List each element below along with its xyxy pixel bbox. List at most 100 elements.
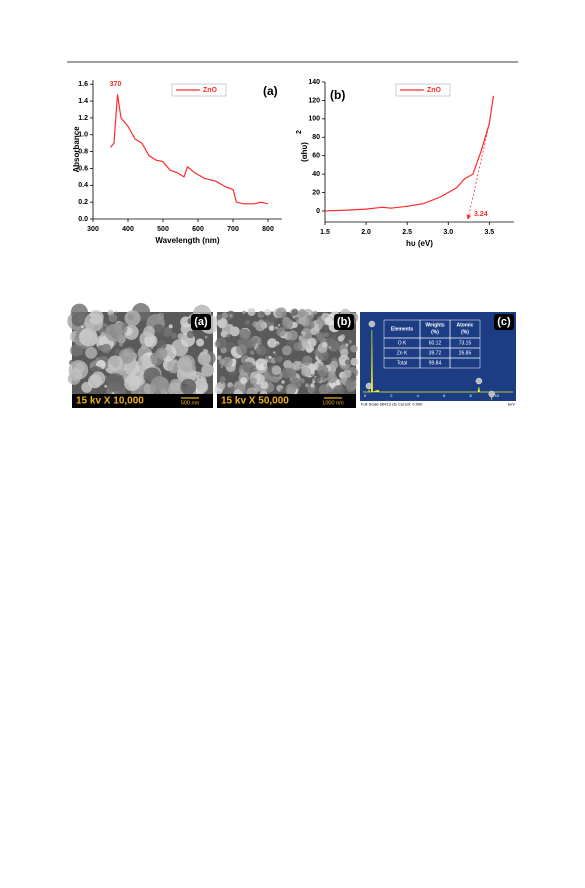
- y-tick-label: 60: [312, 153, 320, 160]
- sem-grain: [217, 381, 226, 390]
- sem-grain: [299, 364, 302, 368]
- sem-grain: [221, 381, 224, 384]
- table-cell-text: Total: [397, 360, 408, 366]
- sem-grain: [150, 346, 154, 350]
- sem-grain: [156, 339, 167, 351]
- sem-grain: [144, 334, 158, 348]
- sem-grain: [316, 332, 325, 341]
- sem-grain: [88, 309, 104, 325]
- element-marker: [475, 377, 483, 385]
- sem-grain: [271, 365, 282, 376]
- annotation: 370: [110, 81, 122, 88]
- sem-grain: [313, 310, 318, 315]
- sem-grain: [249, 377, 258, 385]
- sem-grain: [215, 337, 227, 349]
- sem-grain: [305, 383, 309, 388]
- sem-grain: [344, 359, 351, 365]
- element-marker: [365, 382, 373, 390]
- sem-grain: [68, 360, 89, 380]
- sem-grain: [285, 383, 297, 395]
- sem-grain: [264, 308, 272, 316]
- eds-tick-label: 2: [390, 393, 393, 398]
- sem-grain: [294, 316, 299, 321]
- tangent-line: [466, 123, 490, 220]
- eds-tick-label: 0: [364, 393, 367, 398]
- x-tick-label: 300: [87, 226, 99, 233]
- y-tick-label: 100: [308, 116, 320, 123]
- sem-grain: [157, 312, 165, 320]
- table-header: Weights: [425, 322, 445, 328]
- sem-grain: [281, 345, 292, 356]
- y-tick-label: 80: [312, 134, 320, 141]
- sem-grain: [310, 383, 315, 388]
- element-marker: [368, 320, 376, 328]
- sem-caption: 15 kv X 50,000: [221, 396, 289, 407]
- table-header: Elements: [391, 326, 413, 332]
- eds-tick-label: 4: [417, 393, 420, 398]
- sem-grain: [197, 379, 203, 386]
- sem-grain: [80, 325, 84, 329]
- sem-grain: [302, 355, 313, 366]
- sem-grain: [328, 314, 332, 318]
- sem-grain: [276, 327, 286, 337]
- y-tick-label: 0.6: [78, 165, 88, 172]
- sem-grain: [298, 308, 307, 318]
- sem-grain: [328, 345, 332, 349]
- table-cell: [449, 357, 481, 369]
- sem-grain: [106, 373, 125, 392]
- sem-grain: [287, 368, 297, 379]
- sem-grain: [204, 335, 208, 339]
- sem-grain: [325, 337, 337, 349]
- sem-grain: [324, 326, 328, 331]
- sem-grain: [236, 344, 248, 356]
- sem-grain: [310, 326, 320, 336]
- sem-grain: [192, 366, 197, 371]
- table-cell-text: 99.84: [429, 360, 442, 366]
- table-cell-text: 73.15: [459, 340, 472, 346]
- x-tick-label: 1.5: [320, 229, 330, 236]
- y-axis-label: Absorbance: [72, 126, 81, 173]
- eds-tick-label: 10: [495, 393, 500, 398]
- sem-grain: [219, 376, 226, 383]
- y-tick-label: 0.4: [78, 182, 88, 189]
- legend-label: ZnO: [203, 87, 218, 94]
- sem-grain: [122, 349, 130, 357]
- table-header: (%): [461, 329, 469, 335]
- sem-grain: [314, 376, 321, 383]
- sem-grain: [297, 328, 303, 334]
- sem-grain: [221, 312, 228, 319]
- sem-grain: [340, 348, 349, 357]
- sem-grain: [268, 355, 272, 359]
- sem-grain: [310, 373, 314, 377]
- sem-grain: [249, 336, 258, 345]
- sem-grain: [220, 365, 224, 368]
- sem-grain: [118, 342, 124, 347]
- sem-grain: [196, 338, 205, 347]
- annotation: 3.24: [474, 211, 488, 218]
- sem-grain: [342, 369, 352, 379]
- panel-label: (b): [337, 316, 351, 328]
- eds-tick-label: 8: [469, 393, 472, 398]
- sem-grain: [177, 354, 196, 373]
- panel-label: (b): [330, 88, 345, 102]
- sem-grain: [312, 380, 315, 384]
- caption-bar: [217, 394, 356, 408]
- sem-grain: [333, 384, 345, 397]
- sem-grain: [317, 365, 329, 377]
- eds-tick-label: 6: [443, 393, 446, 398]
- y-tick-label: 1.4: [78, 98, 88, 105]
- eds-spectrum: [363, 329, 513, 401]
- sem-grain: [291, 308, 299, 316]
- sem-grain: [321, 341, 328, 348]
- y-tick-label: 0.2: [78, 199, 88, 206]
- y-tick-label: 1.0: [78, 132, 88, 139]
- sem-grain: [198, 332, 205, 339]
- y-tick-label: 20: [312, 189, 320, 196]
- sem-grain: [238, 385, 246, 392]
- sem-grain: [260, 382, 269, 390]
- sem-grain: [226, 333, 231, 338]
- sem-grain: [350, 357, 359, 366]
- sem-grain: [255, 345, 267, 356]
- sem-grain: [101, 343, 112, 354]
